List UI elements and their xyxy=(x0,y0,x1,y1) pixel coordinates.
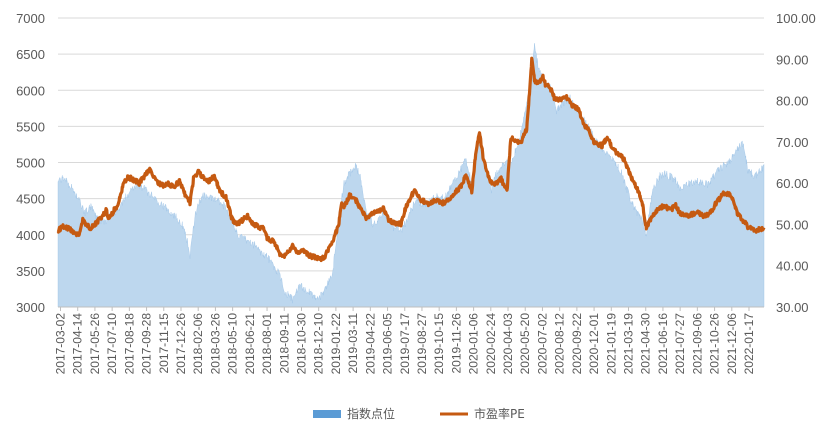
y-left-tick-label: 5500 xyxy=(16,119,45,134)
x-tick-label: 2019-01-22 xyxy=(329,313,343,375)
y-left-tick-label: 5000 xyxy=(16,156,45,171)
y-right-tick-label: 30.00 xyxy=(776,300,809,315)
x-tick-label: 2019-11-26 xyxy=(449,313,463,374)
x-tick-label: 2017-03-02 xyxy=(54,313,68,375)
x-tick-label: 2017-05-26 xyxy=(88,313,102,375)
x-tick-label: 2017-07-10 xyxy=(105,313,119,375)
x-tick-label: 2019-10-15 xyxy=(432,313,446,375)
legend-label-pe: 市盈率PE xyxy=(474,406,525,421)
x-tick-label: 2018-10-30 xyxy=(294,313,308,375)
x-tick-label: 2017-09-28 xyxy=(140,313,154,375)
x-tick-label: 2021-06-16 xyxy=(656,313,670,375)
y-right-tick-label: 60.00 xyxy=(776,176,809,191)
y-right-tick-label: 100.00 xyxy=(776,11,816,26)
x-tick-label: 2019-08-27 xyxy=(415,313,429,375)
y-right-tick-label: 80.00 xyxy=(776,94,809,109)
x-tick-label: 2019-04-22 xyxy=(363,313,377,375)
y-left-tick-label: 4000 xyxy=(16,228,45,243)
legend-swatch-index xyxy=(313,410,341,418)
x-tick-label: 2020-07-02 xyxy=(535,313,549,375)
y-right-tick-label: 50.00 xyxy=(776,217,809,232)
x-tick-label: 2021-03-19 xyxy=(622,313,636,375)
x-tick-label: 2020-08-12 xyxy=(553,313,567,375)
x-tick-label: 2018-06-21 xyxy=(243,313,257,375)
y-right-tick-labels: 30.00 40.00 50.00 60.00 70.00 80.00 90.00 100.0… xyxy=(776,11,816,315)
x-tick-label: 2020-05-20 xyxy=(518,313,532,375)
index-area xyxy=(57,43,765,308)
x-tick-label: 2018-08-01 xyxy=(260,313,274,375)
y-left-tick-label: 3000 xyxy=(16,300,45,315)
x-tick-label: 2022-01-17 xyxy=(742,313,756,375)
x-tick-label: 2021-04-30 xyxy=(639,313,653,375)
x-tick-label: 2018-03-26 xyxy=(208,313,222,375)
x-tick-labels: 2017-03-02 2017-04-14 2017-05-26 2017-07-10… xyxy=(54,307,756,375)
y-left-tick-label: 3500 xyxy=(16,264,45,279)
x-tick-label: 2017-12-26 xyxy=(174,313,188,375)
x-tick-label: 2017-04-14 xyxy=(71,313,85,375)
y-left-tick-label: 6000 xyxy=(16,83,45,98)
y-left-tick-label: 7000 xyxy=(16,11,45,26)
y-right-tick-label: 70.00 xyxy=(776,135,809,150)
legend: 指数点位 市盈率PE xyxy=(313,406,525,421)
y-right-tick-label: 90.00 xyxy=(776,52,809,67)
pe-line-series xyxy=(56,56,766,263)
x-tick-label: 2019-07-17 xyxy=(398,313,412,375)
x-tick-label: 2018-09-11 xyxy=(277,313,291,374)
x-tick-label: 2017-08-18 xyxy=(122,313,136,375)
y-left-tick-labels: 3000 3500 4000 4500 5000 5500 6000 6500 7000 xyxy=(16,11,45,315)
x-tick-label: 2018-12-10 xyxy=(312,313,326,375)
x-tick-label: 2021-01-19 xyxy=(604,313,618,375)
x-tick-label: 2021-09-06 xyxy=(690,313,704,375)
x-tick-label: 2017-11-15 xyxy=(157,313,171,374)
x-tick-label: 2018-05-10 xyxy=(226,313,240,375)
x-tick-label: 2020-01-06 xyxy=(467,313,481,375)
x-tick-label: 2021-07-27 xyxy=(673,313,687,375)
x-tick-label: 2018-02-06 xyxy=(191,313,205,375)
y-left-tick-label: 6500 xyxy=(16,47,45,62)
x-tick-label: 2021-10-26 xyxy=(708,313,722,375)
x-tick-label: 2020-02-24 xyxy=(484,313,498,375)
x-tick-label: 2019-03-11 xyxy=(346,313,360,374)
x-tick-label: 2019-06-05 xyxy=(381,313,395,375)
y-left-tick-label: 4500 xyxy=(16,192,45,207)
x-tick-label: 2021-12-06 xyxy=(725,313,739,375)
y-right-tick-label: 40.00 xyxy=(776,259,809,274)
pe-line xyxy=(56,56,766,263)
x-tick-label: 2020-09-22 xyxy=(570,313,584,375)
x-tick-label: 2020-12-01 xyxy=(587,313,601,375)
x-tick-label: 2020-04-03 xyxy=(501,313,515,375)
index-area-series xyxy=(57,43,765,308)
legend-label-index: 指数点位 xyxy=(347,406,395,421)
